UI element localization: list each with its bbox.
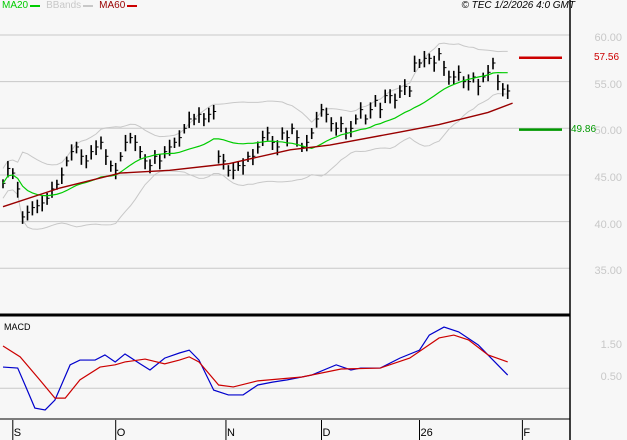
- y-tick-label: 40.00: [594, 218, 622, 231]
- y-tick-label: 50.00: [594, 125, 622, 138]
- y-tick-label: 35.00: [594, 265, 622, 278]
- x-tick-label: S: [13, 427, 22, 439]
- legend-ma60: MA60: [99, 0, 138, 11]
- macd-y-tick-label: 0.50: [600, 371, 622, 383]
- x-tick-label: 26: [420, 427, 433, 439]
- legend-ma20: MA20: [2, 0, 41, 11]
- macd-title: MACD: [4, 322, 31, 332]
- legend-swatch: [83, 4, 94, 7]
- price-bars: [2, 48, 511, 224]
- x-tick-label: D: [322, 427, 331, 439]
- bband-lower: [2, 93, 508, 230]
- legend-swatch: [30, 4, 41, 7]
- copyright-timestamp: © TEC 1/2/2026 4:0 GMT: [461, 0, 575, 11]
- level-label: 57.56: [594, 51, 620, 63]
- x-axis-ticks: [12, 420, 523, 440]
- legend: MA20 BBands MA60: [2, 0, 138, 11]
- x-tick-label: O: [116, 427, 126, 439]
- moving-averages: [2, 71, 513, 208]
- ma60-line: [2, 102, 513, 208]
- bollinger-bands: [2, 42, 508, 230]
- y-tick-label: 55.00: [594, 78, 622, 91]
- signal-line: [2, 334, 508, 399]
- macd-y-tick-label: 1.50: [600, 339, 622, 351]
- y-tick-label: 45.00: [594, 171, 622, 184]
- bband-upper: [2, 42, 508, 169]
- y-tick-label: 60.00: [594, 32, 622, 44]
- level-label: 49.86: [571, 123, 597, 135]
- ma20-line: [2, 71, 508, 197]
- x-tick-label: N: [226, 427, 235, 439]
- legend-swatch: [127, 4, 138, 7]
- macd-lines: [0, 326, 570, 411]
- price-levels: [519, 56, 562, 131]
- legend-bbands: BBands: [46, 0, 94, 11]
- x-tick-label: F: [523, 427, 531, 439]
- price-gridlines: [0, 34, 570, 269]
- macd-line: [2, 326, 509, 411]
